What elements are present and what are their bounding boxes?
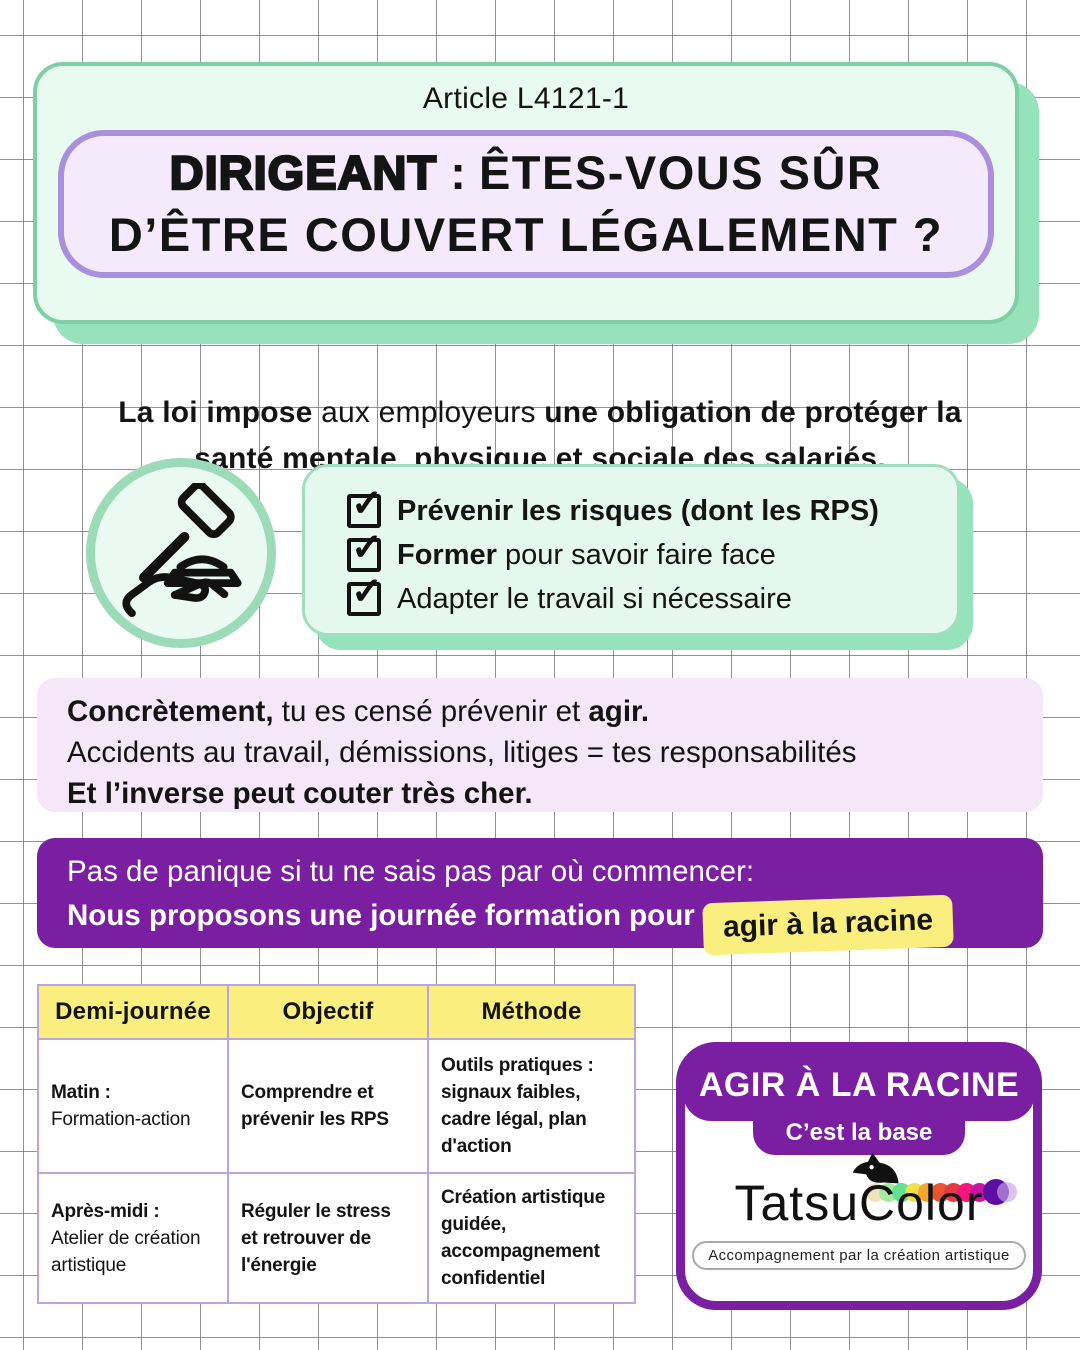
table-row: Matin : Formation-action Comprendre et p…: [37, 1038, 636, 1174]
logo-text-c: C: [859, 1175, 897, 1231]
checklist-item-label: Former pour savoir faire face: [397, 538, 776, 571]
column-header-methode: Méthode: [427, 984, 636, 1040]
brand-card: AGIR À LA RACINE C’est la base Tatsu Colo…: [676, 1042, 1042, 1310]
logo-text-left: Tatsu: [734, 1175, 860, 1231]
consequences-line: Et l’inverse peut couter très cher.: [67, 777, 533, 810]
page-title-line-2: D’ÊTRE COUVERT LÉGALEMENT ?: [108, 208, 944, 261]
table-row: Après-midi : Atelier de création artisti…: [37, 1172, 636, 1304]
table-cell: Outils pratiques : signaux faibles, cadr…: [427, 1038, 636, 1174]
table-cell: Création artistique guidée, accompagneme…: [427, 1172, 636, 1304]
obligations-checklist: Prévenir les risques (dont les RPS) Form…: [302, 464, 960, 636]
column-header-objectif: Objectif: [227, 984, 429, 1040]
consequences-line: Accidents au travail, démissions, litige…: [67, 736, 857, 769]
table-cell: Comprendre et prévenir les RPS: [227, 1038, 429, 1174]
color-dot: [997, 1182, 1017, 1202]
checklist-item-label: Prévenir les risques (dont les RPS): [397, 494, 879, 527]
cta-highlight: agir à la racine: [701, 894, 954, 956]
consequences-panel: Concrètement, tu es censé prévenir et ag…: [37, 678, 1043, 812]
logo-text-right: olor: [896, 1175, 984, 1231]
table-header-row: Demi-journée Objectif Méthode: [37, 984, 636, 1040]
cta-line-2: Nous proposons une journée formation pou…: [67, 894, 1043, 956]
table-cell: Après-midi : Atelier de création artisti…: [37, 1172, 229, 1304]
training-program-table: Demi-journée Objectif Méthode Matin : Fo…: [37, 984, 636, 1304]
checklist-item: Adapter le travail si nécessaire: [347, 569, 957, 621]
checklist-item-label: Adapter le travail si nécessaire: [397, 582, 792, 615]
cta-line-2-text: Nous proposons une journée formation pou…: [67, 899, 695, 932]
page-title-line-1: DIRIGEANT : ÊTES-VOUS SÛR: [168, 145, 883, 200]
table-cell: Réguler le stress et retrouver de l'éner…: [227, 1172, 429, 1304]
checkbox-checked-icon: [347, 569, 383, 616]
cta-line-1: Pas de panique si tu ne sais pas par où …: [67, 855, 755, 888]
tatsucolor-logo: Tatsu Color: [685, 1152, 1033, 1231]
brand-color-dots: [866, 1179, 1017, 1205]
consequences-line: Concrètement, tu es censé prévenir et ag…: [67, 695, 650, 728]
checkbox-checked-icon: [347, 481, 383, 528]
article-reference: Article L4121-1: [422, 82, 630, 115]
gavel-hand-icon: [122, 483, 242, 618]
brand-tagline: Accompagnement par la création artistiqu…: [692, 1241, 1026, 1270]
checklist-item: Prévenir les risques (dont les RPS): [347, 481, 957, 533]
checklist-item: Former pour savoir faire face: [347, 525, 957, 577]
table-cell: Matin : Formation-action: [37, 1038, 229, 1174]
column-header-demi-journee: Demi-journée: [37, 984, 229, 1040]
law-statement: La loi impose aux employeurs une obligat…: [118, 396, 962, 475]
checkbox-checked-icon: [347, 525, 383, 572]
header-card: Article L4121-1 DIRIGEANT : ÊTES-VOUS SÛ…: [33, 62, 1019, 324]
cta-panel: Pas de panique si tu ne sais pas par où …: [37, 838, 1043, 956]
brand-tab: C’est la base: [753, 1107, 965, 1155]
gavel-badge: [86, 458, 276, 648]
title-box: DIRIGEANT : ÊTES-VOUS SÛR D’ÊTRE COUVERT…: [58, 130, 994, 278]
dragon-icon: [852, 1152, 899, 1184]
